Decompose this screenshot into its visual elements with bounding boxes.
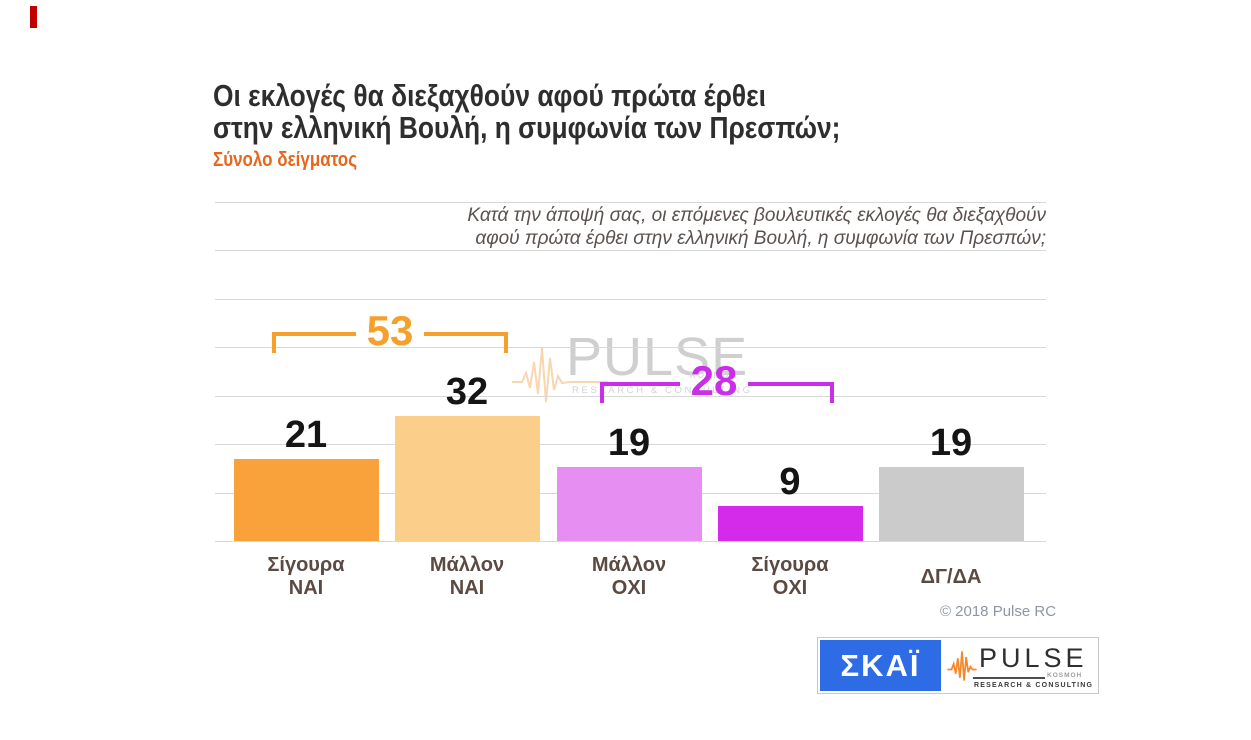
- pulse-logo-tagline: RESEARCH & CONSULTING: [974, 682, 1094, 689]
- sample-subtitle: Σύνολο δείγματος: [213, 149, 358, 171]
- bracket-tick: [830, 382, 834, 403]
- bar-value-label: 32: [445, 371, 489, 413]
- bracket-tick: [600, 382, 604, 403]
- bracket-tick: [504, 332, 508, 353]
- bracket-value-label: 53: [366, 307, 414, 354]
- gridline: [215, 396, 1046, 397]
- survey-question: Κατά την άποψή σας, οι επόμενες βουλευτι…: [330, 204, 1046, 250]
- page-title-line-1: Οι εκλογές θα διεξαχθούν αφού πρώτα έρθε…: [213, 78, 766, 113]
- gridline: [215, 250, 1046, 251]
- bracket-line: [600, 382, 680, 386]
- survey-question-line-2: αφού πρώτα έρθει στην ελληνική Βουλή, η …: [475, 228, 1046, 249]
- gridline: [215, 202, 1046, 203]
- gridline: [215, 347, 1046, 348]
- bar: [394, 416, 540, 541]
- bracket-tick: [272, 332, 276, 353]
- pulse-heartbeat-watermark-icon: [512, 342, 608, 408]
- bracket-line: [272, 332, 356, 336]
- bar-value-label: 9: [779, 461, 801, 503]
- logo-box: ΣΚΑΪ PULSE KOSMOH RESEARCH & CONSULTING: [817, 637, 1099, 694]
- pulse-logo-rule: [973, 677, 1045, 679]
- bracket-value-label: 28: [690, 357, 738, 404]
- bar: [878, 467, 1024, 541]
- pulse-logo-mark: KOSMOH: [1047, 672, 1083, 679]
- pulse-watermark-brand: PULSE: [566, 327, 749, 387]
- bar-value-label: 19: [929, 422, 973, 464]
- bracket-line: [424, 332, 508, 336]
- pulse-logo-heartbeat-icon: [946, 644, 978, 688]
- pulse-watermark-tagline: RESEARCH & CONSULTING: [572, 385, 753, 396]
- copyright-note: © 2018 Pulse RC: [939, 603, 1057, 620]
- category-label: ΔΓ/ΔΑ: [920, 565, 982, 588]
- survey-question-line-1: Κατά την άποψή σας, οι επόμενες βουλευτι…: [467, 205, 1046, 226]
- gridline: [215, 541, 1046, 542]
- bar-value-label: 21: [284, 414, 328, 456]
- category-label: Μάλλον ΝΑΙ: [429, 554, 505, 599]
- red-cursor-marker: [30, 6, 37, 28]
- bar: [717, 506, 863, 541]
- bar-value-label: 19: [607, 422, 651, 464]
- category-label: Μάλλον ΟΧΙ: [591, 554, 667, 599]
- category-label: Σίγουρα ΝΑΙ: [267, 554, 345, 599]
- bar: [556, 467, 702, 541]
- bracket-line: [748, 382, 834, 386]
- skai-logo: ΣΚΑΪ: [820, 640, 941, 691]
- page-title-line-2: στην ελληνική Βουλή, η συμφωνία των Πρεσ…: [213, 110, 841, 145]
- gridline: [215, 444, 1046, 445]
- pulse-watermark-mark: KOSMOH: [690, 371, 738, 380]
- bar: [233, 459, 379, 541]
- pulse-logo-brand: PULSE: [979, 643, 1088, 673]
- gridline: [215, 299, 1046, 300]
- title-block: Οι εκλογές θα διεξαχθούν αφού πρώτα έρθε…: [213, 78, 841, 172]
- category-label: Σίγουρα ΟΧΙ: [751, 554, 829, 599]
